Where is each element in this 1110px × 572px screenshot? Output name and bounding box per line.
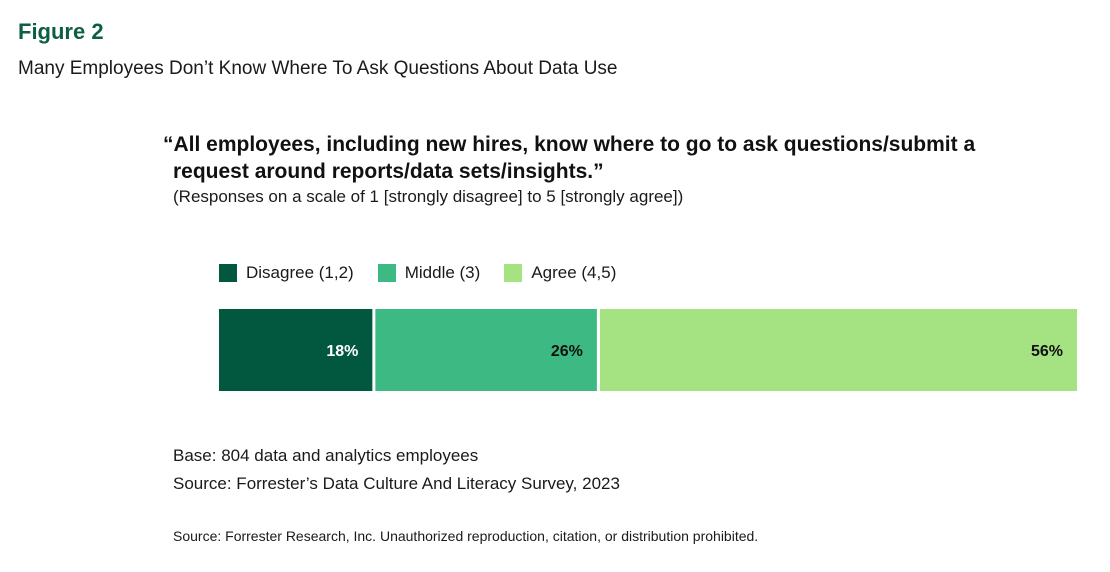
- legend-swatch-agree: [504, 264, 523, 282]
- bar-label-disagree: 18%: [326, 343, 358, 360]
- figure-title: Many Employees Don’t Know Where To Ask Q…: [18, 58, 618, 79]
- legend-label-agree: Agree (4,5): [531, 263, 617, 282]
- chart-legend: Disagree (1,2) Middle (3) Agree (4,5): [219, 263, 640, 283]
- bar-segment-disagree: [219, 309, 373, 391]
- legend-swatch-disagree: [219, 264, 237, 282]
- legend-swatch-middle: [377, 264, 396, 282]
- legend-label-disagree: Disagree (1,2): [246, 263, 354, 282]
- stacked-bar-chart: 18% 26% 56%: [219, 309, 1077, 391]
- bar-segment-middle: [375, 309, 597, 391]
- stacked-bar-svg: 18% 26% 56%: [219, 309, 1077, 391]
- bar-segment-agree: [599, 309, 1077, 391]
- base-note: Base: 804 data and analytics employees: [173, 446, 479, 465]
- legend-item-disagree: Disagree (1,2): [219, 263, 354, 283]
- legend-label-middle: Middle (3): [404, 263, 481, 282]
- survey-question: “All employees, including new hires, kno…: [163, 131, 1063, 185]
- bar-label-middle: 26%: [551, 343, 583, 360]
- bar-label-agree: 56%: [1031, 343, 1063, 360]
- figure-label: Figure 2: [18, 19, 104, 44]
- survey-question-line-1: “All employees, including new hires, kno…: [163, 133, 976, 156]
- legend-item-middle: Middle (3): [377, 263, 481, 283]
- survey-source-note: Source: Forrester’s Data Culture And Lit…: [173, 474, 620, 493]
- copyright-note: Source: Forrester Research, Inc. Unautho…: [173, 528, 759, 544]
- survey-question-line-2: request around reports/data sets/insight…: [173, 160, 604, 183]
- legend-item-agree: Agree (4,5): [504, 263, 616, 283]
- scale-note: (Responses on a scale of 1 [strongly dis…: [173, 187, 684, 206]
